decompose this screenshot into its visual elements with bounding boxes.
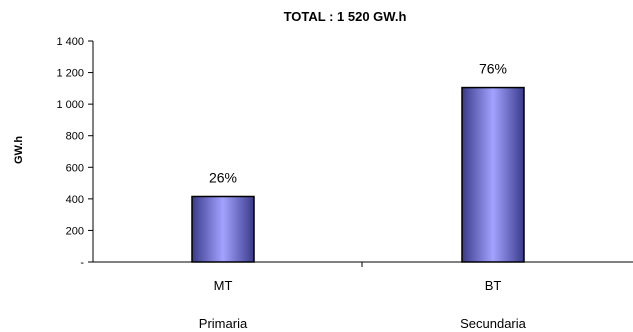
y-tick-label: 1 400 xyxy=(56,36,84,48)
y-tick-label: 600 xyxy=(66,162,84,174)
x-group-label: Primaria xyxy=(199,316,248,331)
y-tick-label: 1 200 xyxy=(56,68,84,80)
x-category-label: MT xyxy=(214,278,233,293)
y-tick-label: - xyxy=(80,257,84,269)
y-tick-label: 200 xyxy=(66,225,84,237)
x-group-label: Secundaria xyxy=(460,316,527,331)
y-tick-label: 1 000 xyxy=(56,99,84,111)
y-tick-label: 400 xyxy=(66,194,84,206)
data-label: 76% xyxy=(479,61,507,77)
y-axis-label: GW.h xyxy=(13,136,25,164)
chart-title: TOTAL : 1 520 GW.h xyxy=(284,9,407,24)
x-category-label: BT xyxy=(485,278,502,293)
bar-mt xyxy=(191,195,255,263)
data-label: 26% xyxy=(209,169,237,185)
y-tick-label: 800 xyxy=(66,131,84,143)
bar-bt xyxy=(461,86,525,263)
